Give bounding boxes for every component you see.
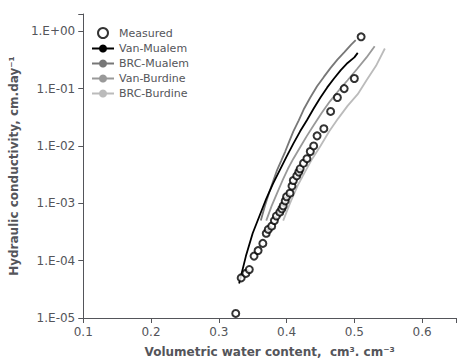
svg-text:1.E-03: 1.E-03 (37, 196, 76, 210)
svg-text:1.E+00: 1.E+00 (31, 24, 75, 38)
svg-text:1.E-05: 1.E-05 (37, 311, 76, 325)
svg-text:0.4: 0.4 (277, 325, 296, 339)
svg-text:1.E-01: 1.E-01 (37, 82, 76, 96)
svg-text:0.6: 0.6 (413, 325, 432, 339)
svg-text:Hydraulic conductivity, cm.day: Hydraulic conductivity, cm.day⁻¹ (7, 56, 21, 276)
svg-text:0.3: 0.3 (209, 325, 228, 339)
svg-text:0.5: 0.5 (345, 325, 364, 339)
svg-text:Volumetric water content, cm³: Volumetric water content, cm³. cm⁻³ (145, 345, 395, 359)
svg-text:Measured: Measured (119, 27, 173, 40)
svg-text:1.E-04: 1.E-04 (37, 254, 76, 268)
svg-text:BRC-Burdine: BRC-Burdine (119, 87, 188, 100)
svg-text:BRC-Mualem: BRC-Mualem (119, 57, 189, 70)
svg-text:Van-Burdine: Van-Burdine (119, 72, 186, 85)
svg-text:1.E-02: 1.E-02 (37, 139, 76, 153)
svg-text:0.1: 0.1 (74, 325, 93, 339)
svg-text:0.2: 0.2 (141, 325, 160, 339)
svg-text:Van-Mualem: Van-Mualem (119, 42, 187, 55)
